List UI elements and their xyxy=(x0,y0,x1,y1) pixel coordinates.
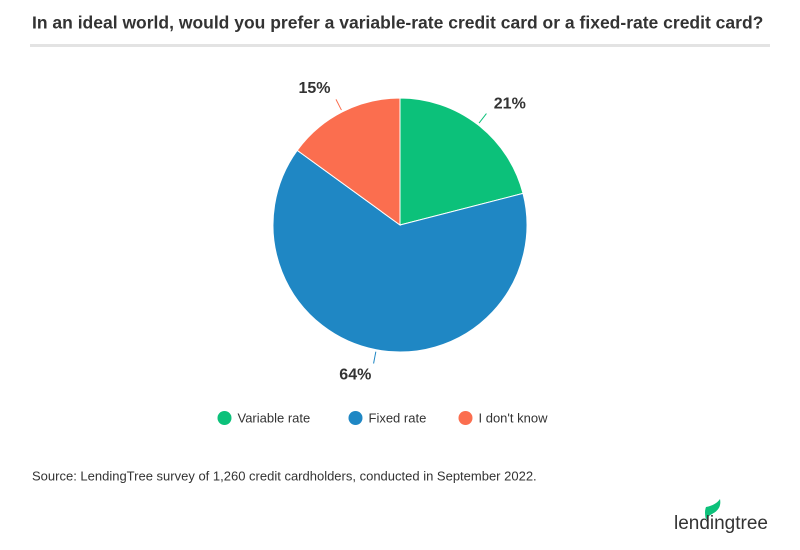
legend-marker xyxy=(458,411,473,425)
leader-line xyxy=(373,351,377,364)
leader-line xyxy=(335,99,342,111)
legend-marker xyxy=(217,411,232,425)
logo-leaf xyxy=(705,499,721,520)
pie-slice xyxy=(296,97,401,226)
logo: lendingtree xyxy=(674,499,768,534)
pie-slice xyxy=(272,149,528,353)
value-label: 64% xyxy=(339,367,371,384)
value-label: 15% xyxy=(299,80,331,97)
leader-line xyxy=(478,113,487,124)
legend-label: I don't know xyxy=(479,410,549,425)
legend-marker xyxy=(348,411,363,425)
title-rule xyxy=(30,44,770,47)
legend-label: Variable rate xyxy=(238,410,311,425)
chart-title: In an ideal world, would you prefer a va… xyxy=(32,13,763,33)
value-label: 21% xyxy=(494,95,526,112)
source-note: Source: LendingTree survey of 1,260 cred… xyxy=(32,468,537,483)
pie-slice xyxy=(399,97,524,226)
legend-label: Fixed rate xyxy=(369,410,427,425)
logo-text: lendingtree xyxy=(674,513,768,534)
